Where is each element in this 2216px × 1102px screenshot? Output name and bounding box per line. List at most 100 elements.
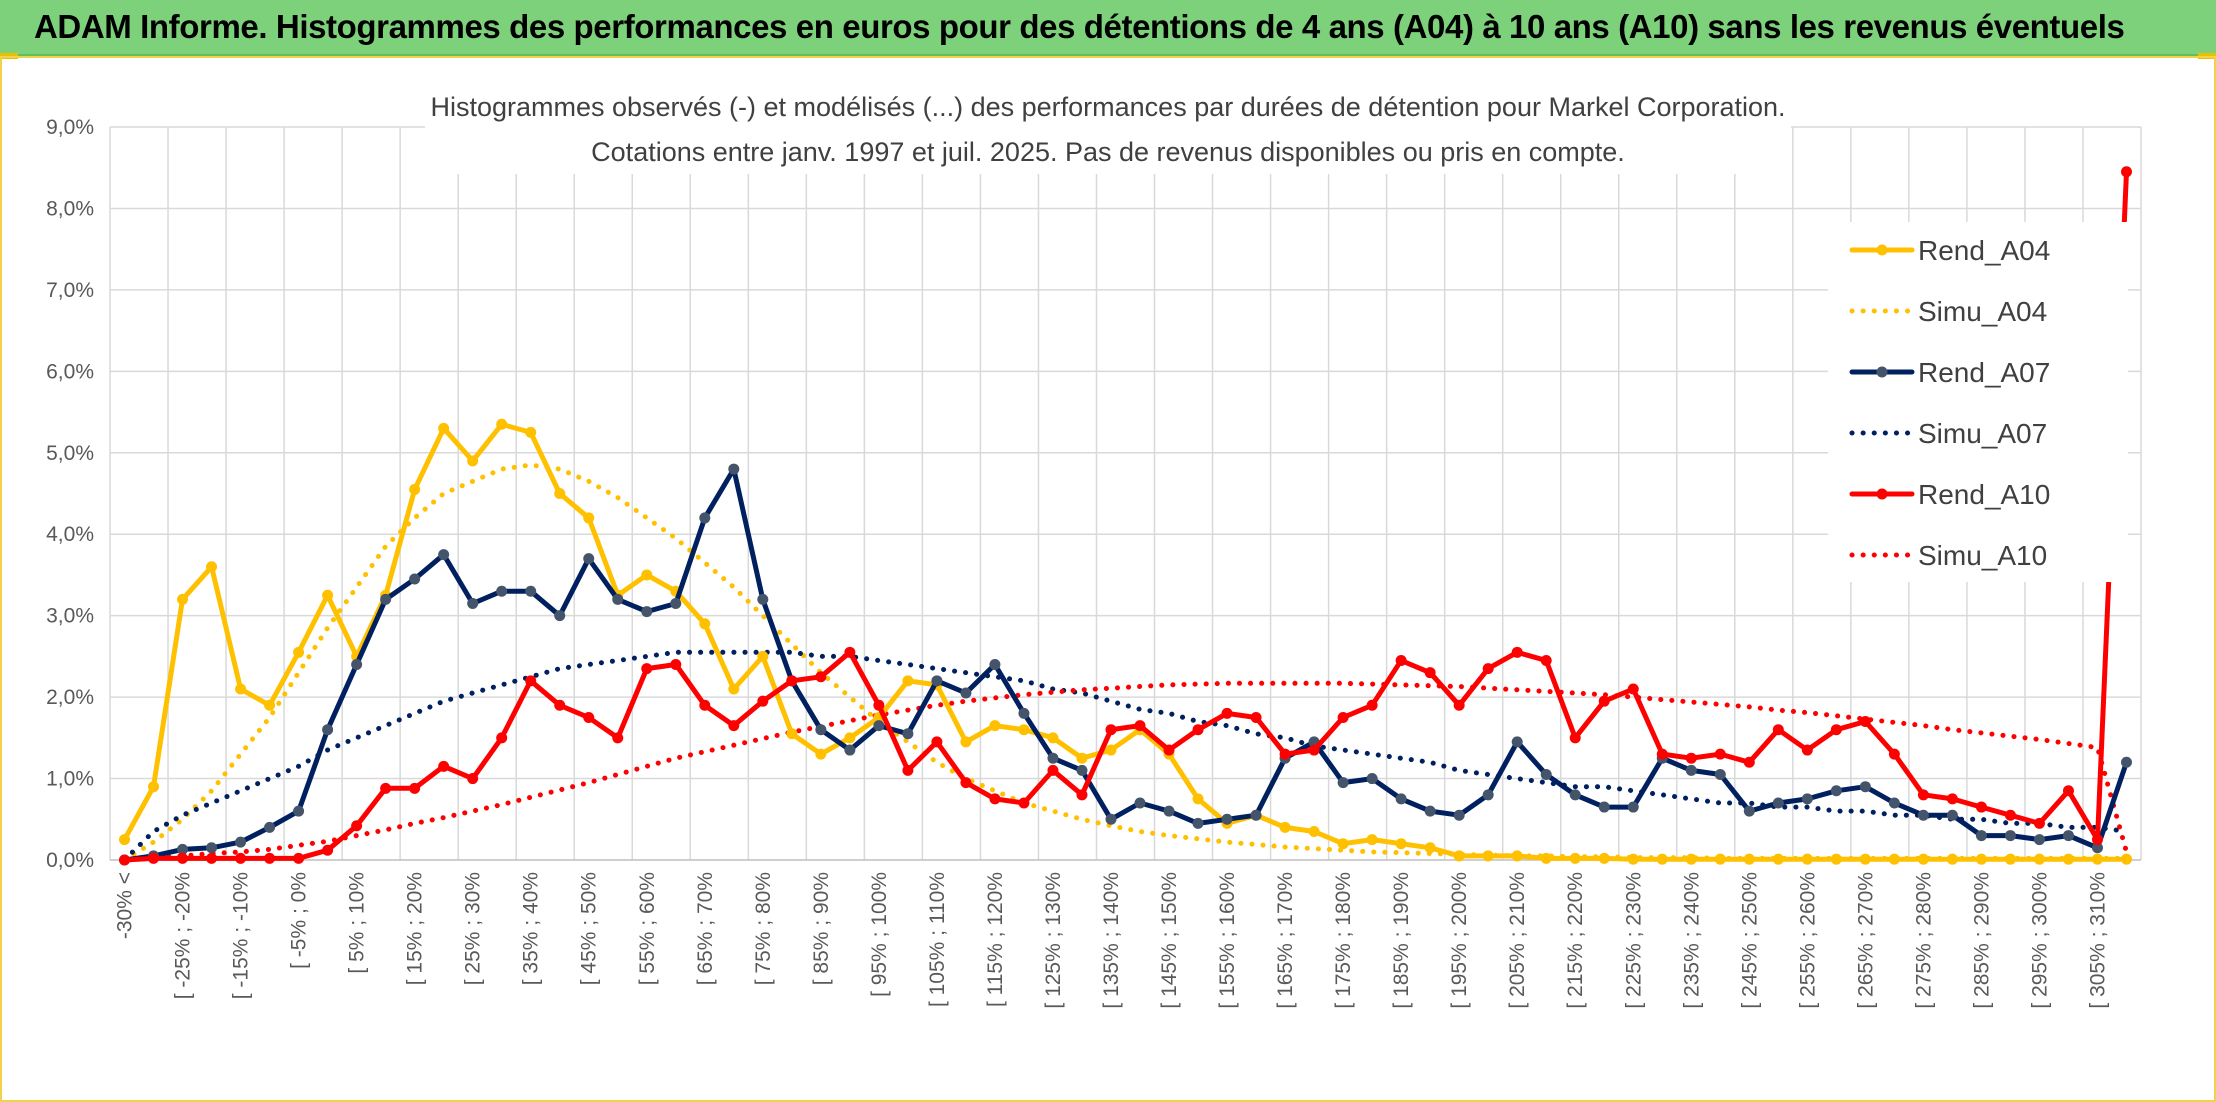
- data-point: [351, 659, 363, 671]
- data-point: [902, 675, 914, 687]
- data-point: [1627, 801, 1639, 813]
- data-point: [2062, 830, 2074, 842]
- data-point: [641, 569, 653, 581]
- chart-frame: [0, 56, 2216, 1102]
- data-point: [1482, 789, 1494, 801]
- data-point: [670, 597, 682, 609]
- data-point: [1279, 748, 1291, 760]
- data-point: [583, 512, 595, 524]
- data-point: [1366, 834, 1378, 846]
- x-tick-label: [ 155% ; 160%: [1216, 872, 1239, 1009]
- data-point: [641, 606, 653, 618]
- chart-legend: Rend_A04 Simu_A04 Rend_A07 Simu_A07 Rend_A10…: [1828, 222, 2128, 582]
- data-point: [1714, 748, 1726, 760]
- series-simu-a10: [122, 680, 2129, 863]
- data-point: [728, 463, 740, 475]
- data-point: [757, 650, 769, 662]
- data-point: [293, 805, 305, 817]
- data-point: [525, 585, 537, 597]
- data-point: [554, 488, 566, 499]
- data-point: [119, 834, 131, 846]
- data-point: [699, 699, 711, 711]
- data-point: [2091, 842, 2103, 854]
- series-rend-a10: [119, 166, 2132, 866]
- data-point: [1946, 809, 1958, 821]
- series-line-Rend_A04: [122, 421, 2129, 862]
- data-point: [1366, 773, 1378, 785]
- data-point: [1975, 830, 1987, 842]
- legend-item-rend-a04: Rend_A04: [1849, 235, 2050, 266]
- data-point: [235, 836, 247, 848]
- series-line-Simu_A10: [122, 680, 2129, 863]
- x-tick-label: [ 205% ; 210%: [1506, 872, 1529, 1009]
- data-point: [699, 618, 711, 630]
- legend-label: Rend_A10: [1918, 479, 2050, 510]
- x-tick-label: [ 305% ; 310%: [2086, 872, 2109, 1009]
- x-tick-label: [ 175% ; 180%: [1332, 872, 1355, 1009]
- data-point: [1772, 853, 1784, 865]
- data-point: [989, 793, 1001, 805]
- series-line-Simu_A04: [122, 462, 2129, 863]
- y-axis-ticks: 0,0% 1,0% 2,0% 3,0% 4,0% 5,0% 6,0% 7,0% 8,0% 9,0%: [46, 116, 94, 872]
- data-point: [177, 852, 189, 864]
- data-point: [1395, 793, 1407, 805]
- data-point: [1772, 797, 1784, 809]
- x-tick-label: [ 125% ; 130%: [1042, 872, 1065, 1009]
- data-point: [1830, 853, 1842, 865]
- data-point: [960, 777, 972, 789]
- data-point: [1076, 789, 1088, 801]
- data-point: [1018, 724, 1030, 736]
- data-point: [1424, 667, 1436, 679]
- data-point: [902, 764, 914, 776]
- x-tick-label: -30% <: [114, 872, 137, 939]
- data-point: [1975, 853, 1987, 865]
- x-tick-label: [ 35% ; 40%: [520, 872, 543, 985]
- data-point: [931, 736, 943, 748]
- data-point: [380, 782, 392, 794]
- data-point: [1482, 850, 1494, 862]
- data-point: [1656, 853, 1668, 865]
- legend-item-rend-a07: Rend_A07: [1849, 357, 2050, 388]
- x-tick-label: [ 65% ; 70%: [694, 872, 717, 985]
- x-tick-label: [ 85% ; 90%: [810, 872, 833, 985]
- data-point: [1163, 744, 1175, 756]
- x-tick-label: [ 235% ; 240%: [1680, 872, 1703, 1009]
- data-point: [873, 699, 885, 711]
- data-point: [1076, 764, 1088, 776]
- data-point: [960, 736, 972, 748]
- data-point: [1308, 744, 1320, 756]
- legend-item-simu-a04: Simu_A04: [1849, 296, 2047, 327]
- series-simu-a04: [122, 462, 2129, 863]
- data-point: [1105, 724, 1117, 736]
- data-point: [728, 720, 740, 732]
- data-point: [1714, 853, 1726, 865]
- data-point: [1569, 852, 1581, 864]
- data-point: [1163, 805, 1175, 817]
- data-point: [1134, 720, 1146, 732]
- x-tick-label: [ 195% ; 200%: [1448, 872, 1471, 1009]
- data-point: [757, 695, 769, 707]
- data-point: [1598, 801, 1610, 813]
- data-point: [293, 852, 305, 864]
- data-point: [322, 844, 334, 856]
- data-point: [844, 646, 856, 658]
- x-tick-label: [ 265% ; 270%: [1854, 872, 1877, 1009]
- data-point: [2120, 853, 2132, 865]
- data-point: [2091, 853, 2103, 865]
- y-tick-label: 7,0%: [46, 279, 94, 302]
- y-tick-label: 1,0%: [46, 768, 94, 791]
- data-point: [1917, 853, 1929, 865]
- data-point: [1888, 748, 1900, 760]
- legend-label: Simu_A04: [1918, 296, 2047, 327]
- y-tick-label: 2,0%: [46, 686, 94, 709]
- data-point: [322, 724, 334, 736]
- x-tick-label: [ -15% ; -10%: [230, 872, 253, 999]
- data-point: [1047, 752, 1059, 764]
- data-point: [1801, 744, 1813, 756]
- x-tick-label: [ 165% ; 170%: [1274, 872, 1297, 1009]
- chart-title: Histogrammes observés (-) et modélisés (…: [430, 92, 1785, 122]
- data-point: [438, 422, 450, 434]
- data-point: [1627, 853, 1639, 865]
- data-point: [438, 549, 450, 561]
- data-point: [1192, 817, 1204, 829]
